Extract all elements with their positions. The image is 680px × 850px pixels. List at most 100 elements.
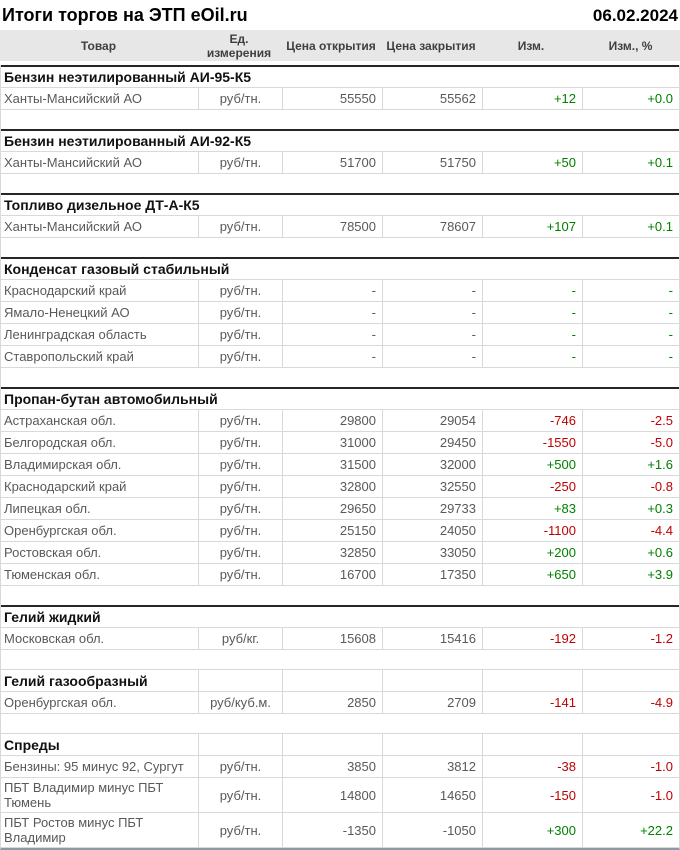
product-section: Бензин неэтилированный АИ-95-К5 Ханты-Ман… xyxy=(1,65,679,129)
section-header-row: Топливо дизельное ДТ-А-К5 xyxy=(1,193,679,216)
unit-cell: руб/тн. xyxy=(198,756,282,777)
open-price-cell: 3850 xyxy=(282,756,382,777)
change-pct-cell: - xyxy=(582,280,679,301)
close-price-cell: 32550 xyxy=(382,476,482,497)
product-cell: Белгородская обл. xyxy=(4,435,117,450)
unit-cell: руб/тн. xyxy=(198,410,282,431)
product-cell: ПБТ Ростов минус ПБТ Владимир xyxy=(4,815,144,845)
unit-cell: руб/тн. xyxy=(198,498,282,519)
section-header-empty-cell xyxy=(482,670,582,691)
change-pct-cell: -1.2 xyxy=(582,628,679,649)
column-header-unit: Ед. измерения xyxy=(206,31,272,60)
open-price-cell: 32800 xyxy=(282,476,382,497)
product-cell: Краснодарский край xyxy=(4,283,127,298)
open-price-cell: 51700 xyxy=(282,152,382,173)
section-header-empty-cell xyxy=(482,734,582,755)
close-price-cell: - xyxy=(382,346,482,367)
section-gap xyxy=(1,110,679,129)
product-cell: ПБТ Владимир минус ПБТ Тюмень xyxy=(4,780,164,810)
close-price-cell: - xyxy=(382,302,482,323)
change-pct-cell: - xyxy=(582,346,679,367)
section-title: Гелий газообразный xyxy=(4,672,148,689)
close-price-cell: 32000 xyxy=(382,454,482,475)
change-pct-cell: -4.4 xyxy=(582,520,679,541)
section-header-row: Бензин неэтилированный АИ-92-К5 xyxy=(1,129,679,152)
section-title: Пропан-бутан автомобильный xyxy=(4,391,218,407)
product-cell: Оренбургская обл. xyxy=(4,695,117,710)
unit-cell: руб/тн. xyxy=(198,324,282,345)
table-row: Краснодарский край руб/тн. 32800 32550 -250-… xyxy=(1,476,679,498)
product-cell: Ростовская обл. xyxy=(4,545,102,560)
change-cell: +107 xyxy=(482,216,582,237)
product-cell: Владимирская обл. xyxy=(4,457,122,472)
unit-cell: руб/тн. xyxy=(198,454,282,475)
table-row: Ханты-Мансийский АО руб/тн. 78500 78607 +107… xyxy=(1,216,679,238)
change-pct-cell: +0.1 xyxy=(582,152,679,173)
section-header-empty-cell xyxy=(582,670,679,691)
table-row: Краснодарский край руб/тн. - - - - xyxy=(1,280,679,302)
open-price-cell: 29800 xyxy=(282,410,382,431)
title-bar: Итоги торгов на ЭТП eOil.ru 06.02.2024 xyxy=(0,0,680,30)
change-pct-cell: -1.0 xyxy=(582,778,679,812)
section-gap xyxy=(1,368,679,387)
trading-results-table: Бензин неэтилированный АИ-95-К5 Ханты-Ман… xyxy=(0,65,680,850)
section-title: Топливо дизельное ДТ-А-К5 xyxy=(4,197,200,213)
section-gap xyxy=(1,174,679,193)
section-gap xyxy=(1,714,679,733)
product-cell: Ханты-Мансийский АО xyxy=(4,155,142,170)
open-price-cell: 14800 xyxy=(282,778,382,812)
change-cell: +12 xyxy=(482,88,582,109)
section-header-row: Конденсат газовый стабильный xyxy=(1,257,679,280)
table-row: Оренбургская обл. руб/тн. 25150 24050 -1100-… xyxy=(1,520,679,542)
change-pct-cell: -2.5 xyxy=(582,410,679,431)
unit-cell: руб/тн. xyxy=(198,813,282,847)
open-price-cell: - xyxy=(282,346,382,367)
close-price-cell: 15416 xyxy=(382,628,482,649)
change-cell: -1100 xyxy=(482,520,582,541)
section-header-empty-cell xyxy=(282,734,382,755)
section-gap xyxy=(1,586,679,605)
table-row: Ямало-Ненецкий АО руб/тн. - - - - xyxy=(1,302,679,324)
table-row: Тюменская обл. руб/тн. 16700 17350 +650 +3.9 xyxy=(1,564,679,586)
product-cell: Ханты-Мансийский АО xyxy=(4,219,142,234)
section-header-row: Гелий жидкий xyxy=(1,605,679,628)
table-row: Ростовская обл. руб/тн. 32850 33050 +200 +0.6 xyxy=(1,542,679,564)
table-row: Московская обл. руб/кг. 15608 15416 -192 -1.2 xyxy=(1,628,679,650)
open-price-cell: 32850 xyxy=(282,542,382,563)
section-header-empty-cell xyxy=(382,670,482,691)
unit-cell: руб/тн. xyxy=(198,346,282,367)
table-row: Ставропольский край руб/тн. - - - - xyxy=(1,346,679,368)
column-header-product: Товар xyxy=(80,38,117,53)
report-date: 06.02.2024 xyxy=(592,5,678,25)
change-cell: -150 xyxy=(482,778,582,812)
product-cell: Тюменская обл. xyxy=(4,567,100,582)
product-cell: Ставропольский край xyxy=(4,349,134,364)
column-header-open-price: Цена открытия xyxy=(286,38,376,53)
change-cell: +500 xyxy=(482,454,582,475)
table-row: ПБТ Ростов минус ПБТ Владимир руб/тн. -135… xyxy=(1,813,679,848)
close-price-cell: 33050 xyxy=(382,542,482,563)
close-price-cell: 51750 xyxy=(382,152,482,173)
unit-cell: руб/тн. xyxy=(198,280,282,301)
unit-cell: руб/тн. xyxy=(198,476,282,497)
change-cell: -38 xyxy=(482,756,582,777)
product-section: Конденсат газовый стабильный Краснодарски… xyxy=(1,257,679,387)
product-cell: Бензины: 95 минус 92, Сургут xyxy=(4,759,184,774)
unit-cell: руб/тн. xyxy=(198,520,282,541)
change-pct-cell: -0.8 xyxy=(582,476,679,497)
change-cell: -141 xyxy=(482,692,582,713)
open-price-cell: 2850 xyxy=(282,692,382,713)
section-title: Гелий жидкий xyxy=(4,609,101,625)
product-cell: Ямало-Ненецкий АО xyxy=(4,305,130,320)
section-title: Конденсат газовый стабильный xyxy=(4,261,230,277)
open-price-cell: - xyxy=(282,280,382,301)
change-cell: -250 xyxy=(482,476,582,497)
table-row: Ханты-Мансийский АО руб/тн. 51700 51750 +50 +… xyxy=(1,152,679,174)
open-price-cell: 55550 xyxy=(282,88,382,109)
table-row: Ленинградская область руб/тн. - - - - xyxy=(1,324,679,346)
change-pct-cell: +1.6 xyxy=(582,454,679,475)
table-row: Оренбургская обл. руб/куб.м. 2850 2709 -141-… xyxy=(1,692,679,714)
page-title: Итоги торгов на ЭТП eOil.ru xyxy=(2,5,248,25)
close-price-cell: 29733 xyxy=(382,498,482,519)
open-price-cell: 31000 xyxy=(282,432,382,453)
